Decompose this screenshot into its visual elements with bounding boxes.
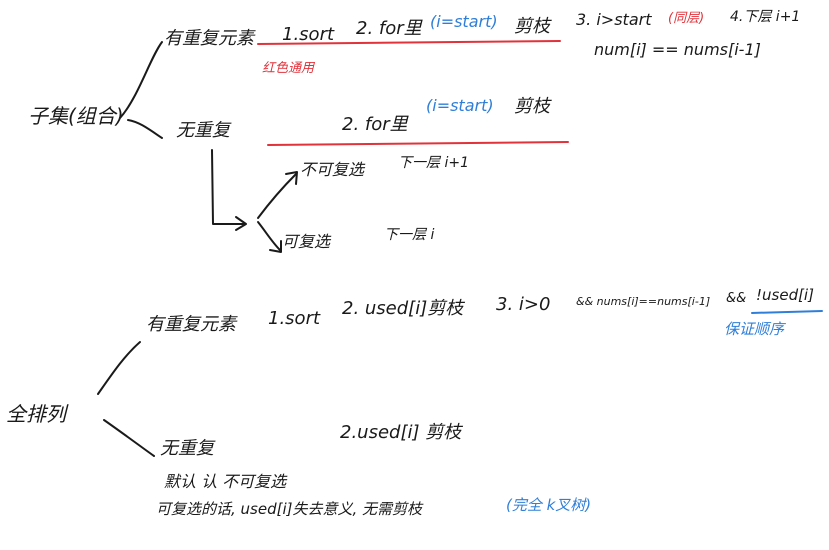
branch-reselect-next: 下一层 i (384, 227, 435, 243)
perm-no-dup-prune: 2.used[i] 剪枝 (340, 422, 462, 443)
perm-root-label: 全排列 (6, 402, 66, 426)
no-dup-arrow (211, 149, 245, 225)
subset-step4: 4.下层 i+1 (730, 9, 801, 25)
perm-has-dup-label: 有重复元素 (146, 314, 236, 335)
subset-has-dup-label: 有重复元素 (164, 28, 254, 49)
perm-kary-note: (完全 k叉树) (506, 496, 592, 514)
subset-step-for: 2. for里 (356, 18, 422, 39)
perm-step-used-prune: 2. used[i]剪枝 (342, 298, 464, 319)
subset-step3: 3. i>start (576, 10, 652, 29)
subset-dup-condition: num[i] == nums[i-1] (594, 40, 761, 59)
subset-branch-lower (127, 119, 163, 139)
perm-order-note: 保证顺序 (724, 320, 785, 338)
branch-reselect-label: 可复选 (282, 232, 331, 251)
perm-dup-and: && (726, 291, 747, 306)
split-arrowhead-up (285, 171, 298, 185)
perm-reselect-note: 可复选的话, used[i]失去意义, 无需剪枝 (156, 500, 423, 518)
perm-dup-condition: && nums[i]==nums[i-1] (576, 295, 711, 308)
perm-default-note: 默认 认 不可复选 (164, 472, 287, 491)
subset-same-level-note: (同层) (668, 11, 705, 26)
no-dup-arrowhead (235, 216, 247, 231)
split-arrow-down (257, 221, 281, 251)
blue-underline-used (751, 310, 823, 314)
subset-step-prune: 剪枝 (514, 16, 550, 37)
perm-no-dup-label: 无重复 (160, 438, 214, 459)
perm-step-sort: 1.sort (268, 308, 321, 329)
perm-branch-lower (103, 419, 155, 457)
subset-root-label: 子集(组合) (28, 104, 124, 128)
split-arrow-up (257, 173, 297, 219)
red-underline-no-dup (267, 141, 569, 146)
subset-no-dup-label: 无重复 (176, 120, 230, 141)
subset-no-dup-for-cond: (i=start) (426, 96, 494, 115)
perm-not-used: !used[i] (756, 286, 814, 304)
subset-no-dup-prune: 剪枝 (514, 96, 550, 117)
branch-not-reselect-next: 下一层 i+1 (398, 155, 469, 171)
subset-no-dup-for: 2. for里 (342, 114, 408, 135)
branch-not-reselect-label: 不可复选 (300, 160, 365, 179)
red-common-note: 红色通用 (262, 61, 315, 76)
subset-step-for-cond: (i=start) (430, 12, 498, 31)
subset-step-sort: 1.sort (282, 24, 335, 45)
subset-branch-upper (119, 41, 163, 119)
split-arrowhead-down (269, 240, 282, 253)
perm-step3: 3. i>0 (496, 294, 551, 315)
perm-branch-upper (97, 341, 141, 395)
